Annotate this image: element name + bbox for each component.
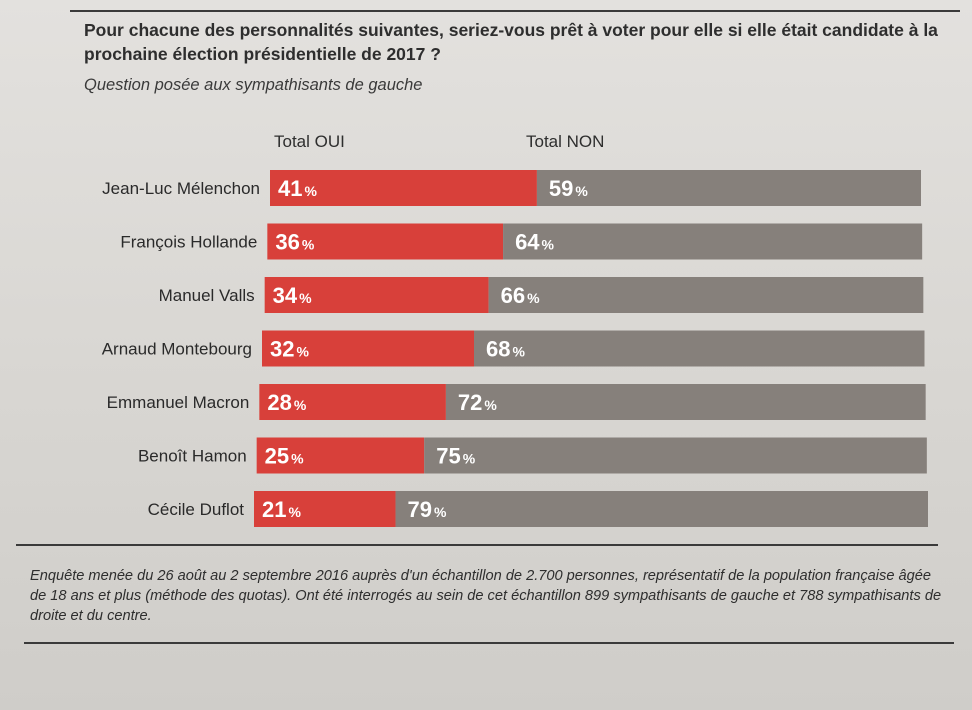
- category-label: Benoît Hamon: [138, 447, 247, 466]
- bar-row: François Hollande 36% 64%: [120, 223, 923, 260]
- category-label: Manuel Valls: [159, 286, 255, 305]
- bar-row: Arnaud Montebourg 32% 68%: [102, 330, 925, 367]
- bar-row: Jean-Luc Mélenchon 41% 59%: [102, 170, 921, 206]
- value-label-oui: 32%: [270, 337, 309, 362]
- bar-oui: [256, 437, 425, 474]
- bar-oui: [264, 277, 489, 313]
- bar-oui: [259, 384, 446, 420]
- category-label: François Hollande: [120, 233, 257, 252]
- bar-non: [503, 223, 923, 260]
- bar-non: [536, 170, 921, 206]
- bar-oui: [254, 491, 396, 527]
- bar-non: [474, 330, 925, 367]
- value-label-oui: 36%: [275, 230, 314, 255]
- value-label-non: 75%: [436, 444, 475, 469]
- bar-row: Emmanuel Macron 28% 72%: [107, 384, 926, 420]
- category-label: Emmanuel Macron: [107, 393, 250, 412]
- bar-non: [488, 277, 924, 313]
- bar-row: Benoît Hamon 25% 75%: [138, 437, 927, 474]
- bar-non: [424, 437, 927, 474]
- value-label-non: 72%: [458, 390, 497, 415]
- column-header-oui: Total OUI: [274, 132, 345, 151]
- category-label: Arnaud Montebourg: [102, 340, 252, 359]
- top-rule: [70, 10, 960, 12]
- value-label-non: 64%: [515, 230, 554, 255]
- bar-non: [445, 384, 926, 420]
- chart-bottom-rule: [16, 544, 938, 546]
- question-title: Pour chacune des personnalités suivantes…: [84, 20, 938, 64]
- category-label: Cécile Duflot: [148, 500, 245, 519]
- value-label-oui: 25%: [265, 444, 304, 469]
- value-label-non: 79%: [408, 497, 447, 522]
- footnote-bottom-rule: [24, 642, 954, 644]
- bar-oui: [267, 223, 504, 260]
- value-label-non: 68%: [486, 337, 525, 362]
- bar-row: Cécile Duflot 21% 79%: [148, 491, 928, 527]
- column-header-non: Total NON: [526, 132, 605, 151]
- value-label-non: 66%: [501, 283, 540, 308]
- bar-row: Manuel Valls 34% 66%: [159, 277, 924, 313]
- bar-non: [395, 491, 928, 527]
- methodology-footnote: Enquête menée du 26 août au 2 septembre …: [30, 568, 942, 624]
- question-subtitle: Question posée aux sympathisants de gauc…: [84, 76, 423, 94]
- bar-oui: [262, 330, 474, 367]
- value-label-oui: 28%: [267, 390, 306, 415]
- value-label-non: 59%: [549, 176, 588, 201]
- value-label-oui: 34%: [273, 283, 312, 308]
- value-label-oui: 41%: [278, 176, 317, 201]
- bar-oui: [270, 170, 537, 206]
- value-label-oui: 21%: [262, 497, 301, 522]
- category-label: Jean-Luc Mélenchon: [102, 179, 260, 198]
